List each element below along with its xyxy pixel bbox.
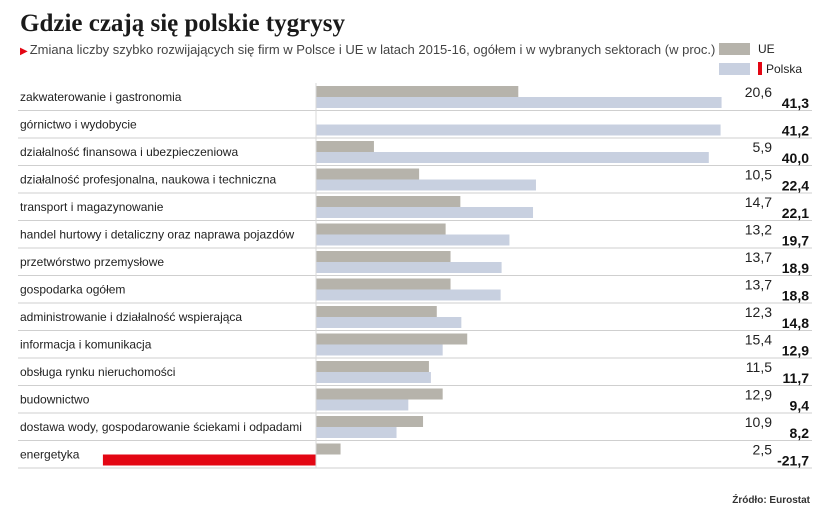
- chart-title: Gdzie czają się polskie tygrysy: [20, 10, 345, 37]
- data-label-poland: 9,4: [790, 398, 810, 414]
- negative-value-marker: [758, 62, 762, 75]
- bar-poland: [102, 454, 316, 466]
- data-label-eu: 10,9: [745, 414, 772, 430]
- bar-eu: [316, 278, 451, 290]
- data-label-poland: 12,9: [782, 343, 809, 359]
- category-label: informacja i komunikacja: [20, 338, 152, 352]
- bar-poland: [316, 207, 534, 218]
- bar-eu: [316, 251, 451, 262]
- bar-eu: [316, 223, 446, 235]
- bar-poland: [316, 427, 397, 438]
- legend-item-eu: UE: [719, 40, 802, 57]
- chart-subtitle-text: Zmiana liczby szybko rozwijających się f…: [29, 42, 716, 57]
- bar-poland: [316, 399, 409, 411]
- bar-eu: [316, 141, 374, 152]
- bar-poland: [316, 152, 709, 163]
- bar-eu: [316, 306, 437, 317]
- bar-eu: [316, 361, 429, 372]
- bar-poland: [316, 262, 502, 273]
- legend-label-poland: Polska: [766, 61, 803, 76]
- bar-eu: [316, 86, 519, 97]
- data-label-poland: 40,0: [782, 150, 809, 166]
- data-label-poland: 18,9: [782, 260, 809, 276]
- bar-poland: [316, 344, 443, 356]
- data-label-eu: 14,7: [745, 194, 772, 210]
- data-label-eu: 10,5: [745, 167, 772, 183]
- data-label-poland: 22,4: [782, 178, 809, 194]
- bar-poland: [316, 234, 510, 246]
- data-label-poland: 14,8: [782, 315, 809, 331]
- data-label-poland: 8,2: [790, 425, 810, 441]
- data-label-eu: 2,5: [753, 442, 773, 458]
- bar-poland: [316, 124, 721, 136]
- data-label-eu: 20,6: [745, 84, 772, 100]
- data-label-eu: 13,2: [745, 222, 772, 238]
- data-label-poland: 18,8: [782, 288, 809, 304]
- legend-item-poland: Polska: [719, 60, 802, 77]
- chart-legend: UE Polska: [719, 40, 802, 80]
- category-label: handel hurtowy i detaliczny oraz naprawa…: [20, 228, 294, 242]
- data-label-poland: 41,3: [782, 95, 809, 111]
- bar-eu: [316, 388, 443, 400]
- data-label-eu: 13,7: [745, 277, 772, 293]
- data-label-poland: 11,7: [783, 370, 810, 386]
- bar-eu: [316, 416, 424, 427]
- bar-eu: [316, 196, 461, 207]
- category-label: działalność finansowa i ubezpieczeniowa: [20, 145, 238, 159]
- legend-swatch-eu: [719, 42, 750, 55]
- category-label: energetyka: [20, 448, 80, 462]
- bar-eu: [316, 333, 468, 345]
- category-label: transport i magazynowanie: [20, 200, 164, 214]
- data-label-eu: 11,5: [746, 359, 772, 375]
- data-label-eu: 13,7: [745, 249, 772, 265]
- bar-poland: [316, 289, 501, 301]
- bar-poland: [316, 372, 431, 383]
- category-label: gospodarka ogółem: [20, 283, 125, 297]
- legend-swatch-poland: [719, 62, 750, 75]
- data-label-poland: 41,2: [782, 123, 809, 139]
- source-note: Źródło: Eurostat: [732, 495, 810, 506]
- data-label-poland: 22,1: [782, 205, 809, 221]
- category-label: górnictwo i wydobycie: [20, 118, 137, 132]
- data-label-poland: -21,7: [777, 453, 809, 469]
- data-label-poland: 19,7: [782, 233, 809, 249]
- category-label: przetwórstwo przemysłowe: [20, 255, 164, 269]
- triangle-marker-icon: ▶: [20, 46, 28, 57]
- category-label: zakwaterowanie i gastronomia: [20, 90, 182, 104]
- category-label: budownictwo: [20, 393, 90, 407]
- category-label: działalność profesjonalna, naukowa i tec…: [20, 173, 276, 187]
- bar-eu: [316, 443, 341, 455]
- bar-poland: [316, 317, 462, 328]
- legend-label-eu: UE: [758, 41, 775, 56]
- bar-poland: [316, 97, 722, 108]
- data-label-eu: 12,9: [745, 387, 772, 403]
- category-label: administrowanie i działalność wspierając…: [20, 310, 242, 324]
- data-label-eu: 12,3: [745, 304, 772, 320]
- bar-poland: [316, 179, 536, 191]
- bar-eu: [316, 168, 420, 180]
- data-label-eu: 5,9: [753, 139, 773, 155]
- category-label: obsługa rynku nieruchomości: [20, 365, 175, 379]
- data-label-eu: 15,4: [745, 332, 772, 348]
- chart-subtitle: ▶ Zmiana liczby szybko rozwijających się …: [20, 42, 715, 57]
- category-label: dostawa wody, gospodarowanie ściekami i …: [20, 420, 302, 434]
